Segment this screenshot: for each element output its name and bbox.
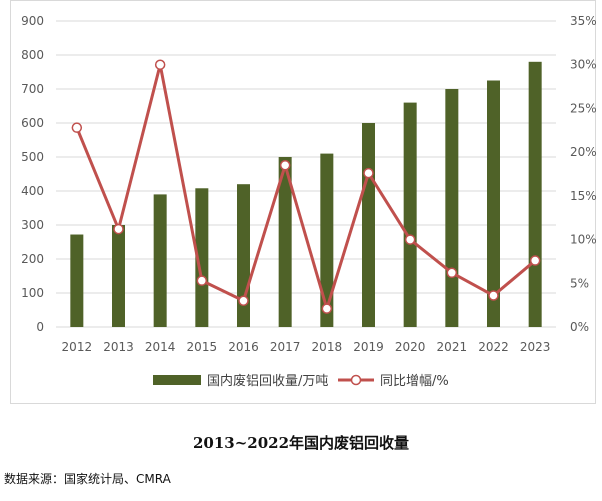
y-right-tick-label: 20% [570, 145, 597, 159]
y-left-tick-label: 300 [21, 218, 44, 232]
legend-bar-swatch [153, 375, 201, 385]
bar [112, 225, 125, 327]
y-right-tick-label: 35% [570, 14, 597, 28]
bar [195, 188, 209, 327]
bar [278, 157, 292, 327]
legend-bar-label: 国内废铝回收量/万吨 [207, 373, 328, 389]
bar [403, 102, 417, 327]
y-right-tick-label: 30% [570, 58, 597, 72]
bar [320, 153, 334, 327]
legend-line-label: 同比增幅/% [380, 374, 449, 389]
bar [487, 80, 500, 327]
x-tick-label: 2012 [62, 340, 93, 354]
line-point [404, 234, 416, 245]
x-tick-label: 2016 [228, 340, 259, 354]
line-point [71, 122, 83, 133]
x-tick-label: 2017 [270, 340, 301, 354]
x-tick-label: 2021 [437, 340, 468, 354]
bar [70, 234, 84, 327]
bar [445, 89, 459, 327]
x-tick-label: 2013 [103, 340, 134, 354]
line-point [488, 290, 499, 301]
y-left-tick-label: 800 [21, 48, 44, 62]
line-point [154, 59, 166, 70]
y-left-tick-label: 400 [21, 184, 44, 198]
x-tick-label: 2023 [520, 340, 551, 354]
x-tick-label: 2015 [187, 340, 218, 354]
y-right-tick-label: 5% [570, 276, 589, 290]
y-left-tick-label: 600 [21, 116, 44, 130]
line-point [529, 255, 541, 266]
y-left-tick-label: 500 [21, 150, 44, 164]
line-point [238, 295, 249, 307]
y-left-tick-label: 0 [36, 320, 44, 334]
y-right-tick-label: 15% [570, 189, 597, 203]
legend-line-marker [350, 374, 362, 386]
line-point [113, 223, 124, 235]
x-tick-label: 2020 [395, 340, 426, 354]
source-note: 数据来源：国家统计局、CMRA [4, 472, 171, 486]
chart-frame: 0 100 200 300 400 500 600 700 800 900 0% 5% 10% 15% 2… [10, 0, 597, 404]
line-point [446, 267, 458, 279]
x-tick-label: 2018 [312, 340, 343, 354]
line-point [196, 275, 208, 286]
y-right-tick-label: 25% [570, 101, 597, 115]
bar [362, 123, 375, 327]
growth-line [75, 63, 537, 311]
line-point [321, 303, 333, 314]
y-left-tick-label: 100 [21, 286, 44, 300]
bar [153, 194, 167, 327]
y-left-tick-label: 200 [21, 252, 44, 266]
y-right-tick-label: 0% [570, 320, 589, 334]
x-tick-label: 2019 [353, 340, 384, 354]
x-tick-label: 2014 [145, 340, 176, 354]
y-right-tick-label: 10% [570, 233, 597, 247]
y-left-tick-label: 900 [21, 14, 44, 28]
chart-caption: 2013~2022年国内废铝回收量 [192, 434, 410, 452]
line-point [279, 160, 291, 171]
line-point [363, 167, 374, 179]
bar [528, 61, 542, 328]
x-tick-label: 2022 [478, 340, 509, 354]
chart-svg: 0 100 200 300 400 500 600 700 800 900 0% 5% 10% 15% 2… [21, 14, 597, 389]
y-left-tick-label: 700 [21, 82, 44, 96]
